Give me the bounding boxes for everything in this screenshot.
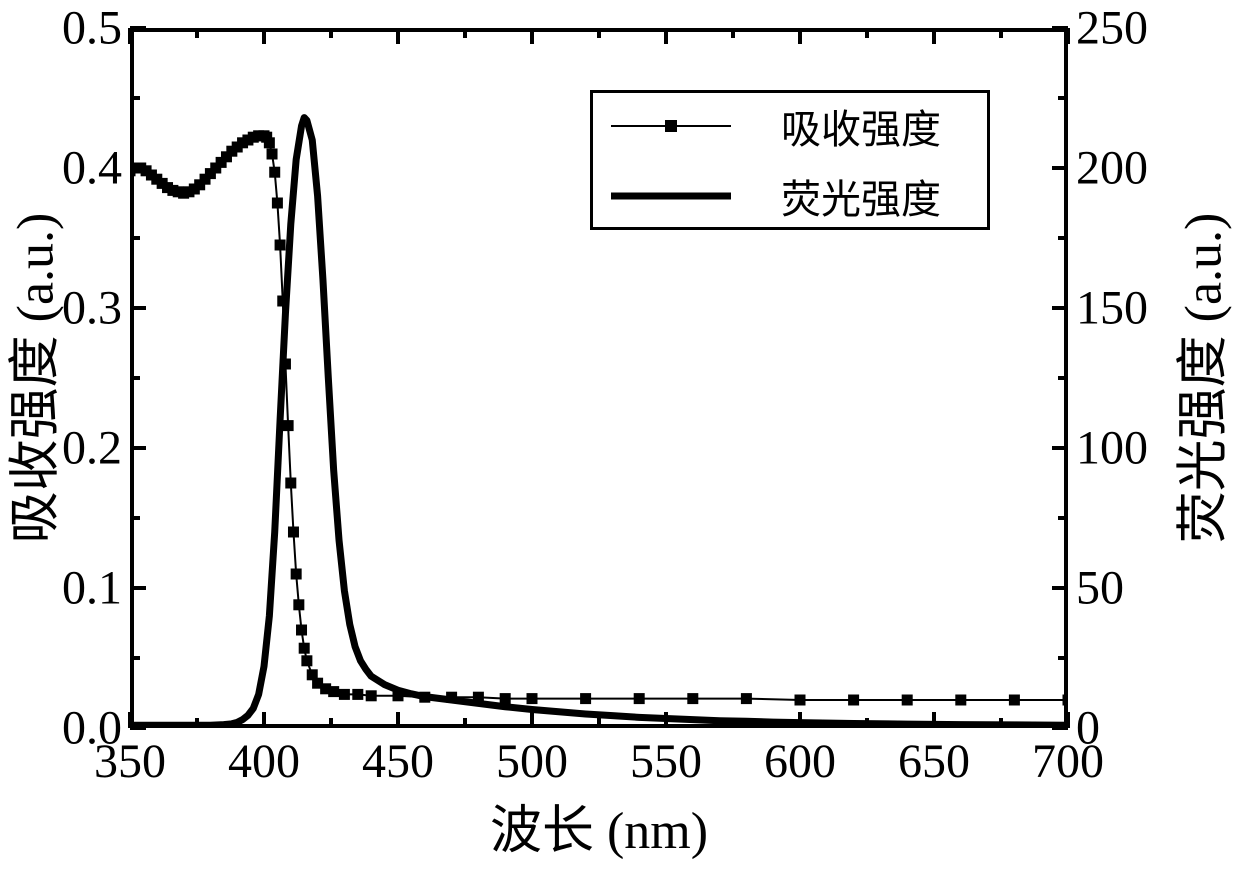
legend-label: 吸收强度 [781, 97, 941, 155]
legend-label: 荧光强度 [781, 167, 941, 225]
legend-item: 荧光强度 [611, 176, 941, 216]
legend: 吸收强度荧光强度 [590, 90, 990, 230]
legend-sample [611, 176, 731, 216]
legend-item: 吸收强度 [611, 106, 941, 146]
legend-sample [611, 106, 731, 146]
